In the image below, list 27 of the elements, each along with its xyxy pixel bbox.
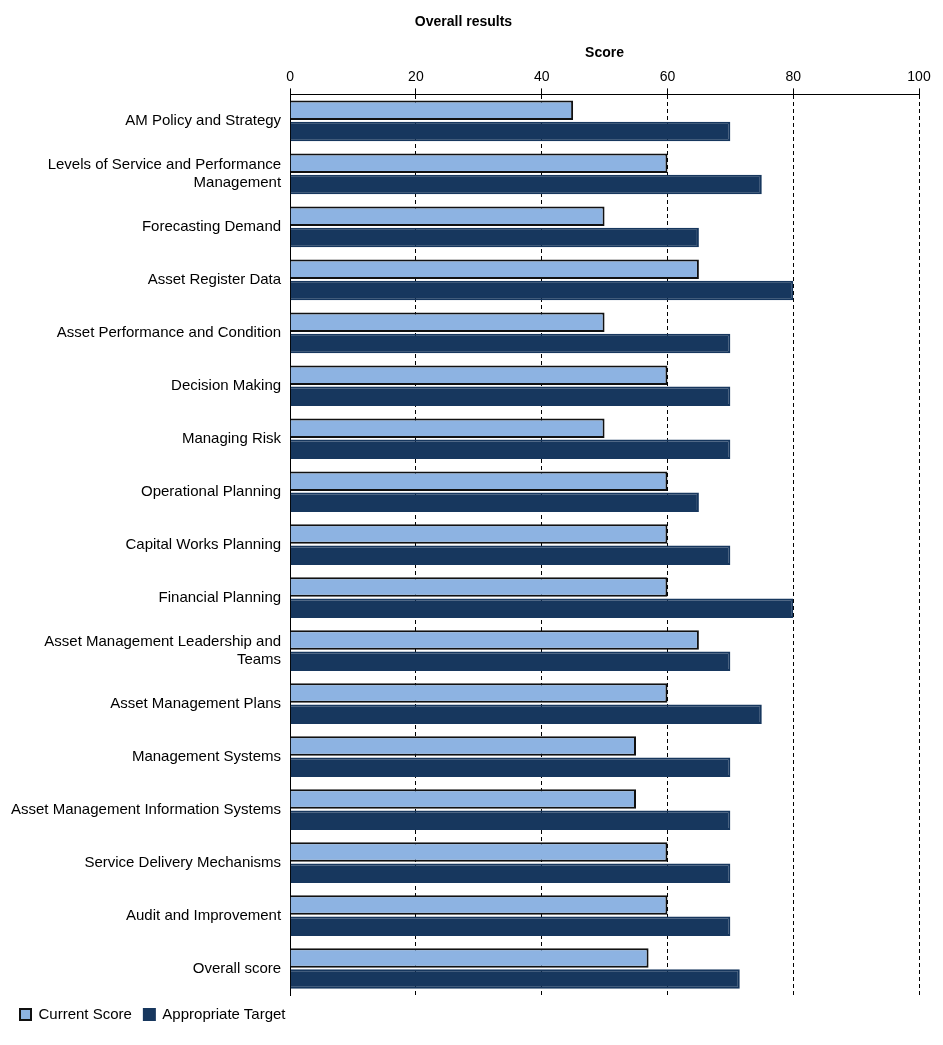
legend-label: Appropriate Target xyxy=(162,1004,287,1022)
x-tick-label: 80 xyxy=(785,67,802,84)
x-tick-label: 20 xyxy=(408,67,424,84)
x-tick-label: 60 xyxy=(659,67,676,84)
y-tick-label: Capital Works Planning xyxy=(125,534,282,552)
chart-title: Overall results xyxy=(414,13,513,30)
x-tick-label: 40 xyxy=(533,67,550,84)
y-tick-label: Asset Management Plans xyxy=(110,693,282,711)
y-tick-label: Asset Performance and Condition xyxy=(56,322,282,340)
y-tick-label: Overall score xyxy=(192,958,282,976)
x-tick-label: 0 xyxy=(286,67,295,84)
y-tick-label: Decision Making xyxy=(171,375,282,393)
y-tick-label: Managing Risk xyxy=(181,428,282,446)
y-tick-label: Financial Planning xyxy=(158,587,282,605)
y-tick-label: Operational Planning xyxy=(141,481,282,499)
y-tick-label: AM Policy and Strategy xyxy=(125,111,282,129)
y-tick-label: Forecasting Demand xyxy=(141,216,282,234)
y-tick-label: Asset Register Data xyxy=(147,269,282,287)
x-tick-label: 100 xyxy=(907,67,931,84)
x-axis-title: Score xyxy=(585,44,625,61)
y-tick-label: Asset Management Leadership and Teams xyxy=(44,631,282,667)
y-tick-label: Levels of Service and Performance Management xyxy=(47,155,282,191)
y-tick-label: Audit and Improvement xyxy=(126,905,282,923)
y-tick-label: Asset Management Information Systems xyxy=(10,799,282,817)
y-tick-label: Management Systems xyxy=(131,746,282,764)
y-tick-label: Service Delivery Mechanisms xyxy=(84,852,282,870)
legend-label: Current Score xyxy=(38,1004,132,1022)
